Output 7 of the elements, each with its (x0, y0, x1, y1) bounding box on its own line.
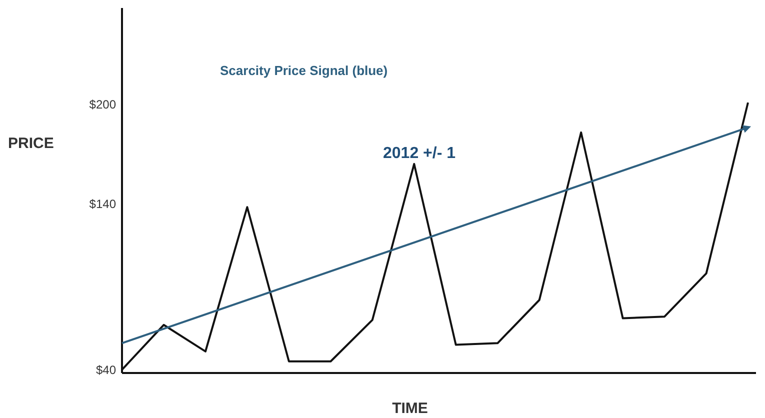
y-tick-label: $40 (96, 362, 116, 377)
annotation: Scarcity Price Signal (blue) (220, 63, 388, 78)
y-tick-label: $200 (89, 97, 116, 112)
x-axis-title: TIME (392, 400, 428, 417)
y-tick-label: $140 (89, 196, 116, 211)
y-axis-title: PRICE (8, 135, 54, 152)
annotation: 2012 +/- 1 (383, 145, 456, 162)
